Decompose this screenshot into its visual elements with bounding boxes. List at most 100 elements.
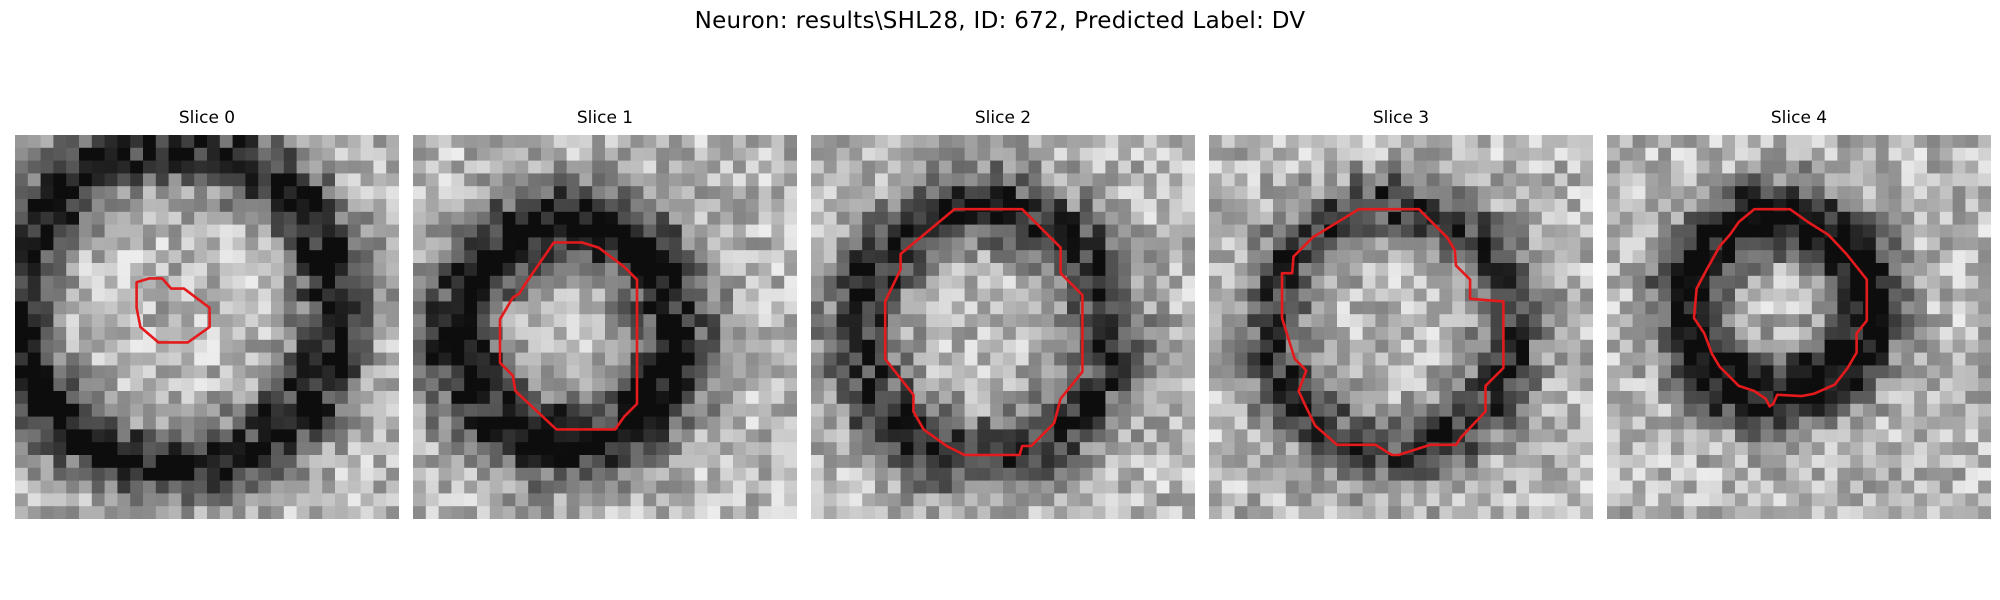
image-pixel [489, 506, 504, 519]
image-pixel [335, 250, 349, 264]
image-pixel [1247, 480, 1261, 494]
image-pixel [643, 160, 657, 174]
image-pixel [181, 416, 195, 430]
image-pixel [1799, 429, 1813, 443]
image-pixel [1041, 391, 1055, 405]
image-pixel [66, 352, 80, 366]
image-pixel [951, 173, 966, 187]
image-pixel [720, 147, 734, 162]
image-pixel [1760, 263, 1774, 277]
image-pixel [1260, 416, 1274, 430]
image-pixel [15, 442, 29, 456]
image-pixel [1952, 199, 1966, 213]
image-pixel [592, 250, 606, 264]
image-pixel [1837, 301, 1851, 315]
image-pixel [939, 467, 953, 482]
image-pixel [515, 442, 529, 456]
image-pixel [1671, 224, 1685, 238]
image-pixel [1273, 429, 1287, 443]
image-pixel [53, 339, 67, 354]
image-pixel [130, 365, 144, 379]
image-pixel [296, 352, 310, 366]
image-pixel [849, 506, 863, 519]
image-pixel [1477, 416, 1492, 430]
image-pixel [1567, 224, 1581, 238]
image-pixel [1671, 442, 1685, 456]
image-pixel [1105, 378, 1119, 392]
image-pixel [1722, 391, 1736, 405]
image-pixel [1683, 429, 1698, 443]
image-pixel [91, 506, 106, 519]
image-pixel [53, 403, 67, 418]
image-pixel [1311, 365, 1325, 379]
image-pixel [477, 480, 491, 494]
image-pixel [1311, 455, 1325, 469]
image-pixel [1554, 416, 1568, 430]
image-pixel [1465, 263, 1479, 277]
image-pixel [1735, 160, 1749, 174]
image-pixel [553, 416, 568, 430]
image-pixel [1375, 237, 1389, 251]
image-pixel [977, 442, 991, 456]
image-pixel [1645, 365, 1659, 379]
image-pixel [592, 391, 606, 405]
image-pixel [413, 288, 427, 302]
image-pixel [566, 378, 580, 392]
image-pixel [1529, 301, 1543, 315]
image-pixel [1413, 352, 1428, 366]
image-pixel [155, 237, 170, 251]
image-pixel [720, 339, 734, 354]
image-pixel [541, 391, 555, 405]
image-pixel [117, 365, 131, 379]
image-pixel [155, 314, 170, 328]
image-pixel [130, 403, 144, 418]
image-pixel [990, 429, 1004, 443]
image-pixel [438, 416, 452, 430]
image-pixel [1003, 135, 1017, 149]
image-pixel [1182, 211, 1195, 226]
image-pixel [258, 250, 272, 264]
image-pixel [1541, 199, 1556, 213]
image-pixel [1978, 186, 1991, 200]
image-pixel [1580, 173, 1593, 187]
image-pixel [27, 147, 42, 162]
image-pixel [1209, 327, 1223, 341]
image-pixel [1863, 211, 1877, 226]
image-pixel [964, 403, 978, 418]
image-pixel [1439, 378, 1453, 392]
image-pixel [1221, 352, 1236, 366]
image-pixel [1143, 301, 1158, 315]
image-pixel [425, 378, 440, 392]
image-pixel [515, 416, 529, 430]
image-pixel [296, 480, 310, 494]
image-pixel [553, 160, 568, 174]
image-pixel [771, 199, 785, 213]
image-pixel [1079, 275, 1094, 290]
image-pixel [553, 211, 568, 226]
image-pixel [232, 160, 246, 174]
image-pixel [1028, 493, 1042, 507]
image-pixel [1503, 160, 1517, 174]
image-pixel [168, 135, 182, 149]
image-pixel [360, 429, 374, 443]
image-pixel [1709, 314, 1723, 328]
image-pixel [117, 455, 131, 469]
image-pixel [335, 480, 349, 494]
image-pixel [168, 224, 182, 238]
image-pixel [990, 135, 1004, 149]
image-pixel [1349, 480, 1364, 494]
image-pixel [1773, 250, 1787, 264]
image-pixel [1888, 186, 1902, 200]
image-pixel [1092, 199, 1106, 213]
image-pixel [1863, 147, 1877, 162]
image-pixel [1837, 455, 1851, 469]
image-pixel [528, 135, 542, 149]
image-pixel [1349, 314, 1364, 328]
image-pixel [669, 314, 683, 328]
image-pixel [977, 327, 991, 341]
image-pixel [707, 403, 721, 418]
image-pixel [1567, 211, 1581, 226]
image-pixel [1632, 224, 1646, 238]
image-pixel [875, 237, 889, 251]
image-pixel [1786, 442, 1800, 456]
